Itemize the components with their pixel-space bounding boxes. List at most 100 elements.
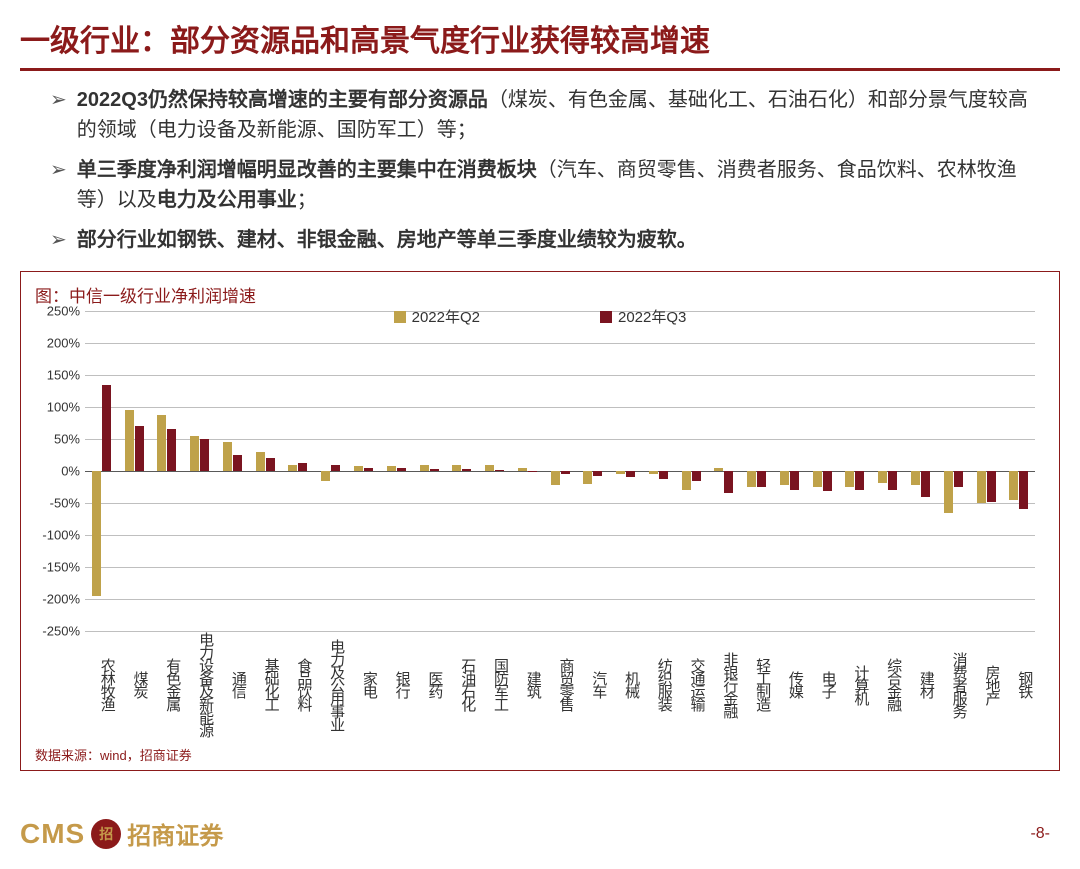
bar-group: [642, 311, 675, 631]
bar-group: [937, 311, 970, 631]
bar: [1019, 471, 1028, 509]
bar: [528, 471, 537, 472]
bar: [561, 471, 570, 474]
bullet-marker: ➢: [50, 225, 67, 255]
y-axis-label: -150%: [35, 560, 80, 575]
bar: [354, 466, 363, 471]
bullet-item: ➢ 部分行业如钢铁、建材、非银金融、房地产等单三季度业绩较为疲软。: [50, 225, 1040, 255]
bar-group: [1002, 311, 1035, 631]
x-axis-label: 医药: [413, 624, 446, 744]
bar-group: [249, 311, 282, 631]
bar-group: [347, 311, 380, 631]
bar: [583, 471, 592, 484]
bullet-list: ➢2022Q3仍然保持较高增速的主要有部分资源品（煤炭、有色金属、基础化工、石油…: [20, 85, 1060, 271]
bar: [387, 466, 396, 471]
bar: [430, 469, 439, 471]
bar-group: [839, 311, 872, 631]
logo-icon: 招: [91, 819, 121, 849]
bar: [233, 455, 242, 471]
bar: [256, 452, 265, 471]
x-axis-label: 交通运输: [675, 624, 708, 744]
bar-group: [511, 311, 544, 631]
bullet-marker: ➢: [50, 155, 67, 215]
bar-group: [85, 311, 118, 631]
bar-group: [740, 311, 773, 631]
x-axis-label: 传媒: [773, 624, 806, 744]
x-axis-label: 家电: [347, 624, 380, 744]
title-bar: 一级行业：部分资源品和高景气度行业获得较高增速: [20, 10, 1060, 71]
bar-group: [609, 311, 642, 631]
bar: [92, 471, 101, 596]
footer: CMS 招 招商证券 -8-: [20, 816, 1050, 851]
y-axis-label: 200%: [35, 336, 80, 351]
x-axis-label: 轻工制造: [740, 624, 773, 744]
bar-group: [904, 311, 937, 631]
bar-group: [445, 311, 478, 631]
bar: [823, 471, 832, 491]
bar: [659, 471, 668, 479]
bar: [321, 471, 330, 481]
x-axis-label: 纺织服装: [642, 624, 675, 744]
chart-source: 数据来源：wind，招商证券: [35, 745, 192, 764]
y-axis-label: -200%: [35, 592, 80, 607]
bar: [714, 468, 723, 471]
bar-group: [871, 311, 904, 631]
bar-group: [183, 311, 216, 631]
bar-group: [576, 311, 609, 631]
bar: [551, 471, 560, 485]
brand-logo: CMS 招 招商证券: [20, 816, 223, 851]
bar: [616, 471, 625, 474]
bar: [135, 426, 144, 471]
logo-name: 招商证券: [127, 816, 223, 851]
bar: [813, 471, 822, 487]
legend-swatch: [394, 311, 406, 323]
bar-group: [478, 311, 511, 631]
x-axis-label: 石油石化: [445, 624, 478, 744]
x-axis-label: 汽车: [576, 624, 609, 744]
x-axis-label: 国防军工: [478, 624, 511, 744]
bar: [452, 465, 461, 471]
chart-plot-area: -250%-200%-150%-100%-50%0%50%100%150%200…: [85, 311, 1035, 631]
bar-group: [413, 311, 446, 631]
bar: [724, 471, 733, 493]
bar-group: [675, 311, 708, 631]
legend-label: 2022年Q3: [618, 306, 686, 327]
bar: [125, 410, 134, 471]
x-axis-label: 电力设备及新能源: [183, 624, 216, 744]
bullet-item: ➢2022Q3仍然保持较高增速的主要有部分资源品（煤炭、有色金属、基础化工、石油…: [50, 85, 1040, 145]
bar-group: [970, 311, 1003, 631]
x-axis-label: 房地产: [970, 624, 1003, 744]
chart-legend: 2022年Q2 2022年Q3: [21, 306, 1059, 327]
y-axis-label: 0%: [35, 464, 80, 479]
x-axis-label: 银行: [380, 624, 413, 744]
bar: [845, 471, 854, 487]
bullet-text: 部分行业如钢铁、建材、非银金融、房地产等单三季度业绩较为疲软。: [77, 225, 697, 255]
x-axis-label: 计算机: [839, 624, 872, 744]
chart-container: 图：中信一级行业净利润增速 2022年Q22022年Q3 -250%-200%-…: [20, 271, 1060, 771]
bar: [682, 471, 691, 490]
bar: [462, 469, 471, 471]
bar: [790, 471, 799, 490]
bar: [757, 471, 766, 487]
bar: [364, 468, 373, 471]
bar: [954, 471, 963, 487]
x-axis-label: 基础化工: [249, 624, 282, 744]
bar: [878, 471, 887, 483]
page-number: -8-: [1030, 825, 1050, 843]
bullet-marker: ➢: [50, 85, 67, 145]
x-axis-label: 煤炭: [118, 624, 151, 744]
bar: [780, 471, 789, 485]
bar-group: [282, 311, 315, 631]
x-axis-label: 商贸零售: [544, 624, 577, 744]
bar: [331, 465, 340, 471]
bar: [888, 471, 897, 490]
bar: [420, 465, 429, 471]
bar: [593, 471, 602, 476]
y-axis-label: 150%: [35, 368, 80, 383]
legend-item: 2022年Q2: [394, 306, 480, 327]
bar-group: [118, 311, 151, 631]
bar: [518, 468, 527, 471]
bullet-text: 单三季度净利润增幅明显改善的主要集中在消费板块（汽车、商贸零售、消费者服务、食品…: [77, 155, 1040, 215]
legend-swatch: [600, 311, 612, 323]
page-title: 一级行业：部分资源品和高景气度行业获得较高增速: [20, 16, 1060, 60]
